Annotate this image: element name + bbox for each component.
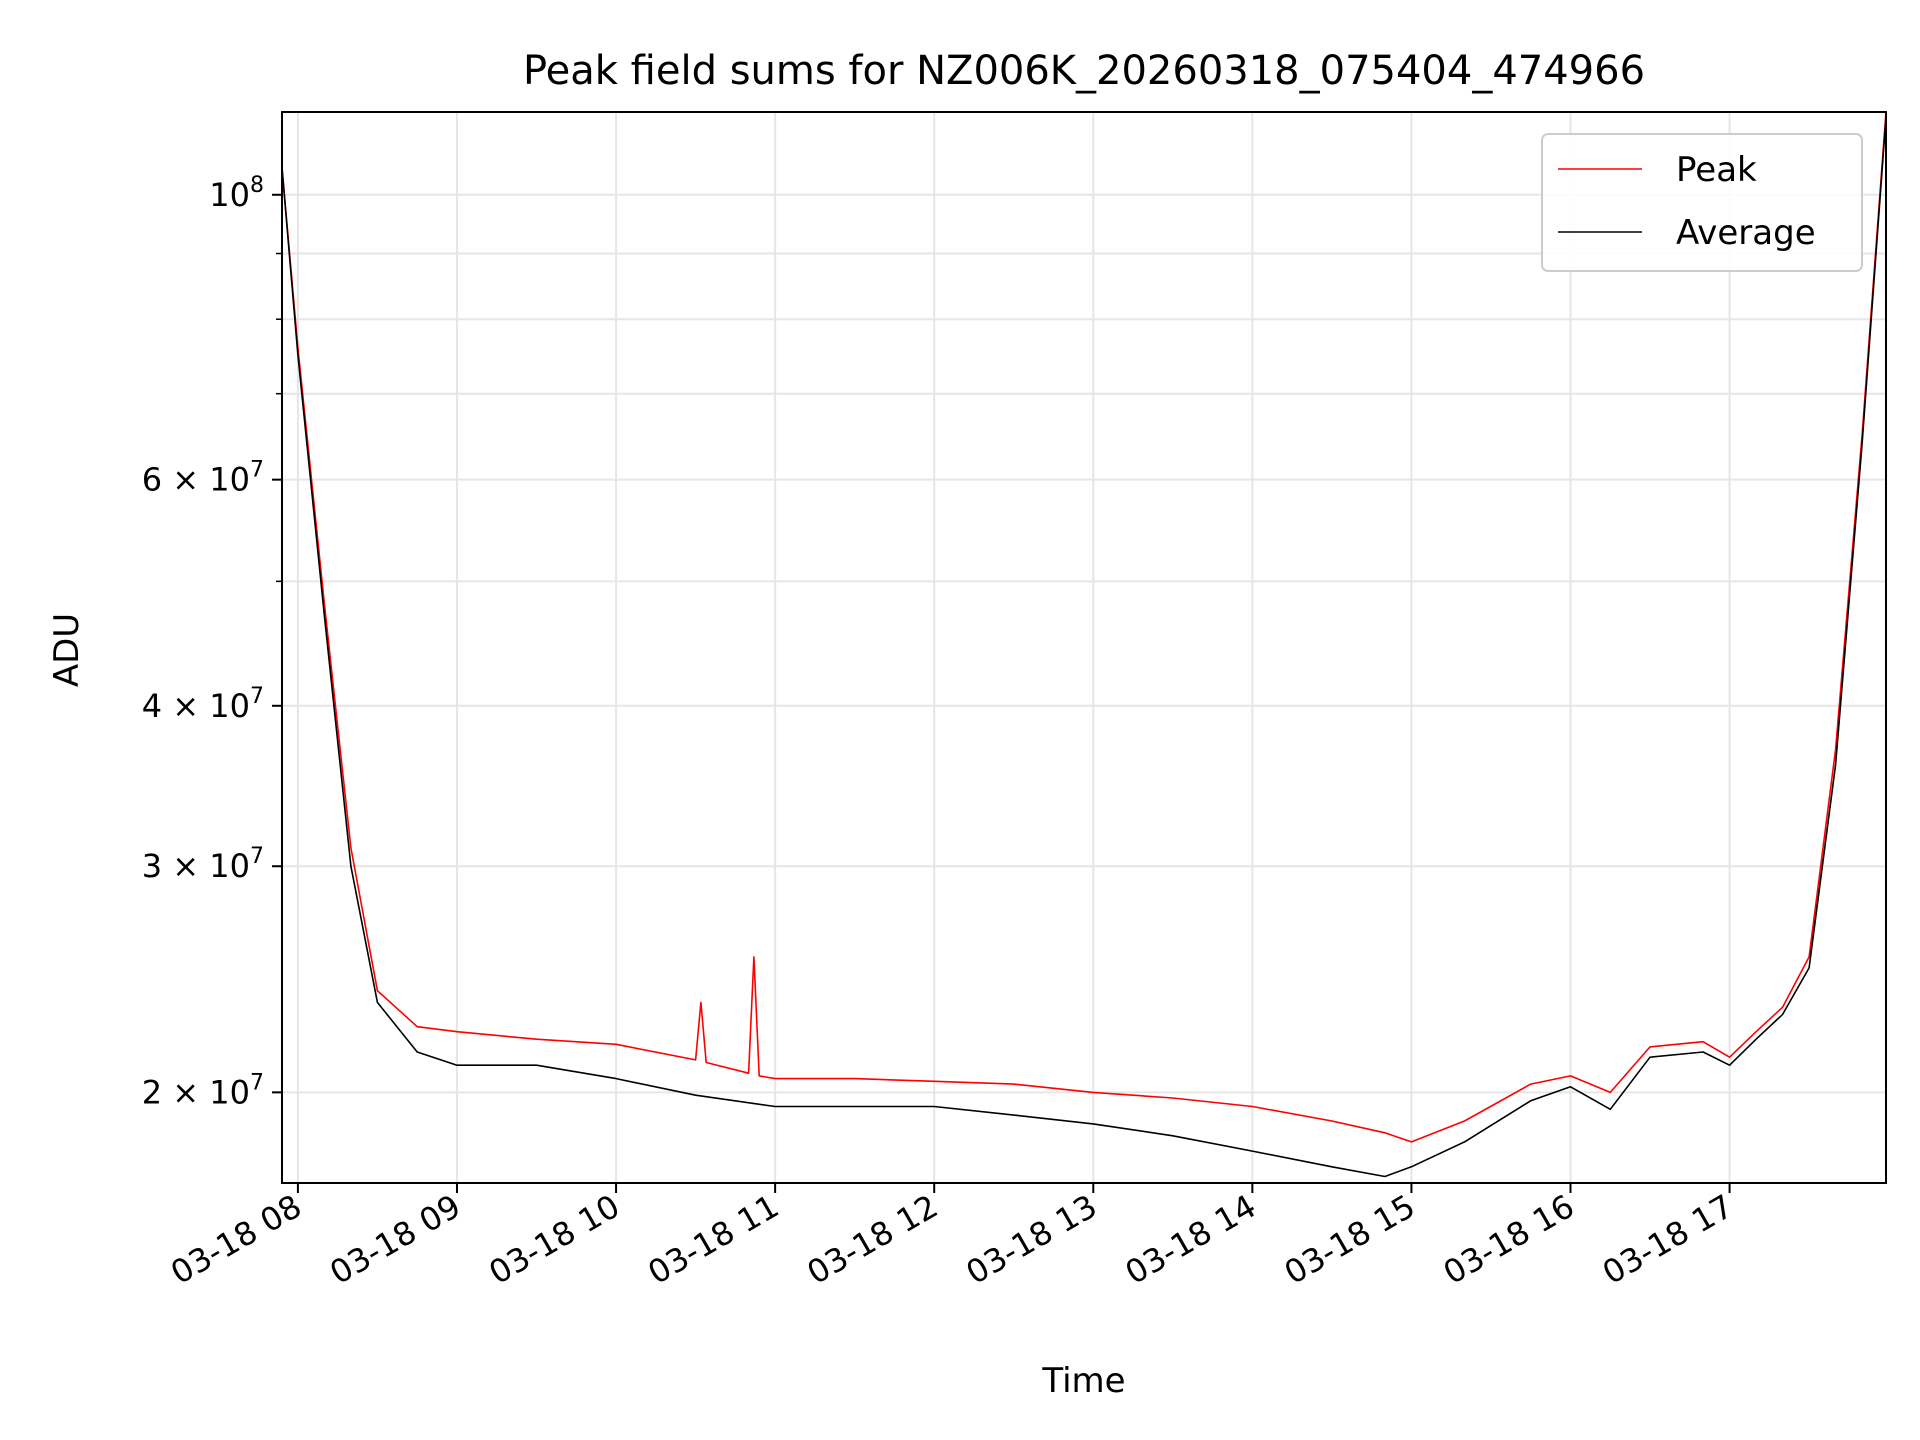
y-axis-label: ADU: [47, 613, 87, 687]
series-layer: [281, 111, 1887, 1178]
chart-title: Peak field sums for NZ006K_20260318_0754…: [523, 48, 1645, 94]
x-axis-label: Time: [1041, 1361, 1125, 1401]
series-line-average: [281, 116, 1887, 1178]
y-tick-label: 3 × 107: [142, 844, 264, 885]
legend: Peak Average: [1541, 133, 1863, 272]
series-line-peak: [281, 111, 1887, 1143]
plot-frame: [281, 111, 1887, 1184]
x-tick-label: 03-18 09: [323, 1187, 467, 1292]
y-axis: 108 6 × 107 4 × 107 3 × 107 2 × 107: [142, 173, 282, 1111]
legend-label-peak: Peak: [1676, 150, 1757, 190]
x-tick-label: 03-18 16: [1437, 1187, 1581, 1292]
x-tick-label: 03-18 17: [1596, 1187, 1740, 1292]
x-tick-label: 03-18 10: [482, 1187, 626, 1292]
y-tick-label: 108: [209, 173, 264, 214]
x-tick-label: 03-18 13: [960, 1187, 1104, 1292]
y-tick-label: 6 × 107: [142, 458, 264, 499]
y-tick-label: 4 × 107: [142, 684, 264, 725]
y-tick-label: 2 × 107: [142, 1070, 264, 1111]
x-tick-label: 03-18 12: [801, 1187, 945, 1292]
x-axis: 03-18 08 03-18 09 03-18 10 03-18 11 03-18 12…: [164, 1183, 1740, 1292]
x-tick-label: 03-18 11: [642, 1187, 786, 1292]
x-tick-label: 03-18 08: [164, 1187, 308, 1292]
x-tick-label: 03-18 14: [1119, 1187, 1263, 1292]
grid: [282, 112, 1886, 1183]
x-tick-label: 03-18 15: [1278, 1187, 1422, 1292]
legend-label-average: Average: [1676, 213, 1816, 253]
